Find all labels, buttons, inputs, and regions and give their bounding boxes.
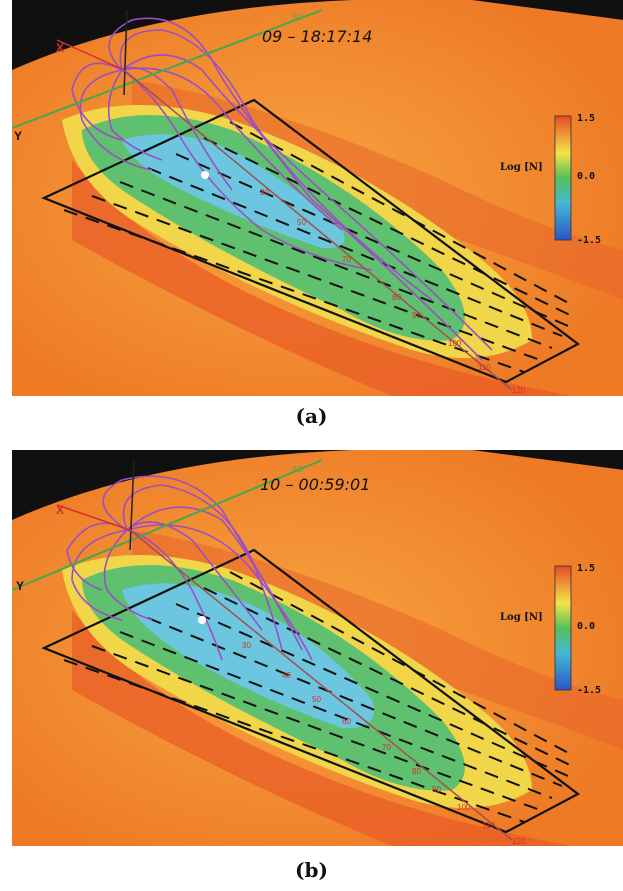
y-axis-label: Y [16,579,24,593]
sun-line [129,529,513,841]
grid-plane [41,548,581,834]
z-axis-line [129,459,135,551]
distance-label: 70 [342,255,351,264]
x-axis-line [56,504,131,531]
distance-label: 90 [432,785,441,794]
distance-label: 50 [312,695,321,704]
colorbar-max: 1.5 [577,113,595,124]
colorbar-max: 1.5 [577,563,595,574]
colorbar [554,565,572,691]
distance-label: 100 [448,339,462,348]
sc-label: SC [292,13,303,22]
y-axis-label: Y [14,129,22,143]
caption-a: (a) [295,404,328,428]
distance-label: 60 [342,717,351,726]
y-axis-line [12,459,323,591]
simulation-panel-a: Z Y X SC 30 50 70 80 90 100 110 120 09 –… [12,0,623,396]
distance-label: 80 [412,767,421,776]
colorbar-min: -1.5 [577,685,601,696]
simulation-panel-b: Z Y X SC 30 40 50 60 70 80 90 100 110 12… [12,450,623,846]
distance-label: 90 [412,311,421,320]
x-axis-label: X [56,503,64,517]
distance-label: 40 [282,671,291,680]
colorbar-mid: 0.0 [577,621,595,632]
distance-label: 110 [478,363,491,372]
magnetic-field-lines [71,17,493,361]
spacecraft-marker [198,616,206,624]
distance-label: 30 [260,188,269,197]
grid-plane [41,98,581,384]
colorbar-title: Log [N] [500,162,543,173]
caption-b: (b) [295,858,328,882]
z-axis-label: Z [120,457,127,471]
colorbar [554,115,572,241]
distance-label: 70 [382,743,391,752]
distance-label: 120 [512,837,526,846]
timestamp: 09 – 18:17:14 [262,27,372,46]
y-axis-line [12,9,323,129]
x-axis-label: X [56,41,64,55]
z-axis-label: Z [115,7,122,21]
spacecraft-marker [201,171,209,179]
distance-label: 50 [297,218,306,227]
distance-label: 30 [242,641,251,650]
distance-labels: 30 40 50 60 70 80 90 100 110 120 [242,641,526,846]
colorbar-mid: 0.0 [577,171,595,182]
x-axis-line [56,39,125,71]
sun-line [123,69,513,391]
distance-label: 120 [512,386,526,395]
grid-dashes [63,121,575,373]
distance-label: 100 [457,803,471,812]
distance-label: 110 [482,821,495,830]
distance-labels: 30 50 70 80 90 100 110 120 [260,188,526,395]
distance-label: 80 [392,293,401,302]
grid-dashes [63,571,575,823]
sc-label: SC [292,465,303,474]
colorbar-title: Log [N] [500,612,543,623]
timestamp: 10 – 00:59:01 [260,475,370,494]
colorbar-min: -1.5 [577,235,601,246]
z-axis-line [123,9,128,96]
